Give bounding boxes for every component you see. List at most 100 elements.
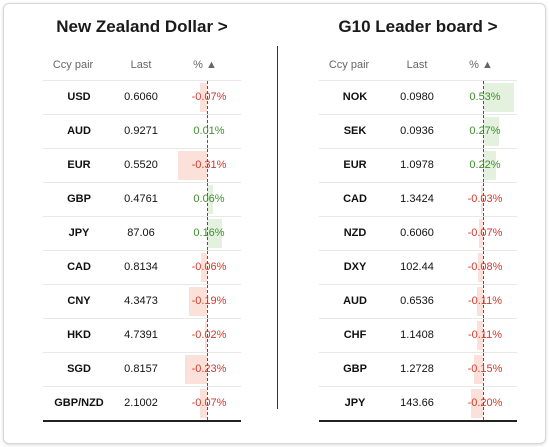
zero-line [483, 81, 484, 114]
col-header-ccy-pair[interactable]: Ccy pair [328, 59, 370, 71]
table-row[interactable]: EUR 0.5520 -0.31% [43, 149, 241, 183]
zero-line [483, 115, 484, 148]
pct-change-value: -0.11% [467, 329, 503, 341]
table-row[interactable]: JPY 87.06 0.16% [43, 217, 241, 251]
pct-change-value: 0.53% [469, 91, 501, 103]
table-row[interactable]: GBP/NZD 2.1002 -0.07% [43, 387, 241, 422]
pct-change-cell: 0.01% [177, 115, 241, 148]
g10-table-body: NOK 0.0980 0.53% SEK 0.0936 0.27% EUR 1.0978 0.2… [319, 81, 517, 422]
table-row[interactable]: SGD 0.8157 -0.23% [43, 353, 241, 387]
table-row[interactable]: NOK 0.0980 0.53% [319, 81, 517, 115]
pct-change-cell: -0.11% [453, 285, 517, 318]
last-price-cell: 0.8157 [124, 363, 158, 375]
last-price-cell: 1.3424 [400, 193, 434, 205]
table-row[interactable]: CNY 4.3473 -0.19% [43, 285, 241, 319]
nzd-table-header: Ccy pair Last % ▲ [43, 56, 241, 81]
ccy-pair-cell: EUR [343, 159, 367, 171]
pct-change-cell: -0.02% [177, 319, 241, 352]
ccy-pair-cell: CAD [67, 261, 91, 273]
pct-change-bar [483, 117, 499, 146]
pct-change-value: 0.01% [193, 125, 225, 137]
table-row[interactable]: CAD 0.8134 -0.06% [43, 251, 241, 285]
g10-panel-title-link[interactable]: G10 Leader board > [338, 17, 498, 36]
table-row[interactable]: SEK 0.0936 0.27% [319, 115, 517, 149]
table-row[interactable]: JPY 143.66 -0.20% [319, 387, 517, 422]
table-row[interactable]: DXY 102.44 -0.08% [319, 251, 517, 285]
ccy-pair-cell: CAD [343, 193, 367, 205]
nzd-panel-title-link[interactable]: New Zealand Dollar > [56, 17, 228, 36]
pct-change-value: 0.22% [469, 159, 501, 171]
last-price-cell: 0.8134 [124, 261, 158, 273]
pct-change-bar [185, 355, 207, 384]
pct-change-bar [200, 83, 207, 112]
ccy-pair-cell: JPY [344, 397, 366, 409]
pct-change-value: -0.20% [467, 397, 503, 409]
zero-line [207, 319, 208, 352]
last-price-cell: 87.06 [127, 227, 155, 239]
pct-change-cell: -0.08% [453, 251, 517, 284]
pct-change-value: -0.23% [191, 363, 227, 375]
pct-change-value: 0.16% [193, 227, 225, 239]
last-price-cell: 0.0936 [400, 125, 434, 137]
ccy-pair-cell: GBP/NZD [54, 397, 104, 409]
col-header-last[interactable]: Last [130, 59, 152, 71]
g10-table-header: Ccy pair Last % ▲ [319, 56, 517, 81]
pct-change-cell: 0.27% [453, 115, 517, 148]
pct-change-bar [481, 185, 483, 214]
table-row[interactable]: USD 0.6060 -0.07% [43, 81, 241, 115]
pct-change-cell: -0.07% [177, 81, 241, 114]
ccy-pair-cell: AUD [343, 295, 367, 307]
last-price-cell: 102.44 [400, 261, 434, 273]
col-header-pct-sort[interactable]: % ▲ [469, 59, 493, 71]
zero-line [207, 183, 208, 216]
table-row[interactable]: CAD 1.3424 -0.03% [319, 183, 517, 217]
table-row[interactable]: GBP 1.2728 -0.15% [319, 353, 517, 387]
pct-change-cell: -0.31% [177, 149, 241, 182]
zero-line [483, 387, 484, 420]
table-row[interactable]: CHF 1.1408 -0.11% [319, 319, 517, 353]
ccy-pair-cell: AUD [67, 125, 91, 137]
ccy-pair-cell: JPY [68, 227, 90, 239]
pct-change-value: -0.08% [467, 261, 503, 273]
last-price-cell: 1.2728 [400, 363, 434, 375]
pct-change-bar [476, 287, 483, 316]
pct-change-cell: -0.19% [177, 285, 241, 318]
pct-change-bar [476, 321, 483, 350]
last-price-cell: 0.6060 [400, 227, 434, 239]
col-header-pct-sort[interactable]: % ▲ [193, 59, 217, 71]
pct-change-bar [483, 151, 496, 180]
col-header-last[interactable]: Last [406, 59, 428, 71]
table-row[interactable]: GBP 0.4761 0.06% [43, 183, 241, 217]
pct-change-bar [478, 219, 483, 248]
table-row[interactable]: AUD 0.9271 0.01% [43, 115, 241, 149]
table-row[interactable]: NZD 0.6060 -0.07% [319, 217, 517, 251]
pct-change-cell: -0.11% [453, 319, 517, 352]
pct-change-value: -0.11% [467, 295, 503, 307]
last-price-cell: 143.66 [400, 397, 434, 409]
table-row[interactable]: AUD 0.6536 -0.11% [319, 285, 517, 319]
pct-change-cell: 0.16% [177, 217, 241, 250]
table-row[interactable]: EUR 1.0978 0.22% [319, 149, 517, 183]
ccy-pair-cell: GBP [67, 193, 91, 205]
panel-divider [277, 46, 278, 409]
pct-change-value: -0.07% [467, 227, 503, 239]
last-price-cell: 1.0978 [400, 159, 434, 171]
pct-change-bar [474, 355, 483, 384]
pct-change-bar [205, 321, 207, 350]
zero-line [207, 81, 208, 114]
pct-change-value: -0.03% [467, 193, 503, 205]
table-row[interactable]: HKD 4.7391 -0.02% [43, 319, 241, 353]
col-header-ccy-pair[interactable]: Ccy pair [52, 59, 94, 71]
pct-change-bar [177, 151, 207, 180]
ccy-pair-cell: CNY [67, 295, 91, 307]
pct-change-value: -0.07% [191, 91, 227, 103]
last-price-cell: 4.3473 [124, 295, 158, 307]
ccy-pair-cell: SEK [343, 125, 367, 137]
pct-change-value: -0.02% [191, 329, 227, 341]
ccy-pair-cell: EUR [67, 159, 91, 171]
ccy-pair-cell: NZD [343, 227, 367, 239]
pct-change-value: 0.27% [469, 125, 501, 137]
ccy-pair-cell: HKD [67, 329, 91, 341]
pct-change-cell: -0.03% [453, 183, 517, 216]
pct-change-value: -0.19% [191, 295, 227, 307]
